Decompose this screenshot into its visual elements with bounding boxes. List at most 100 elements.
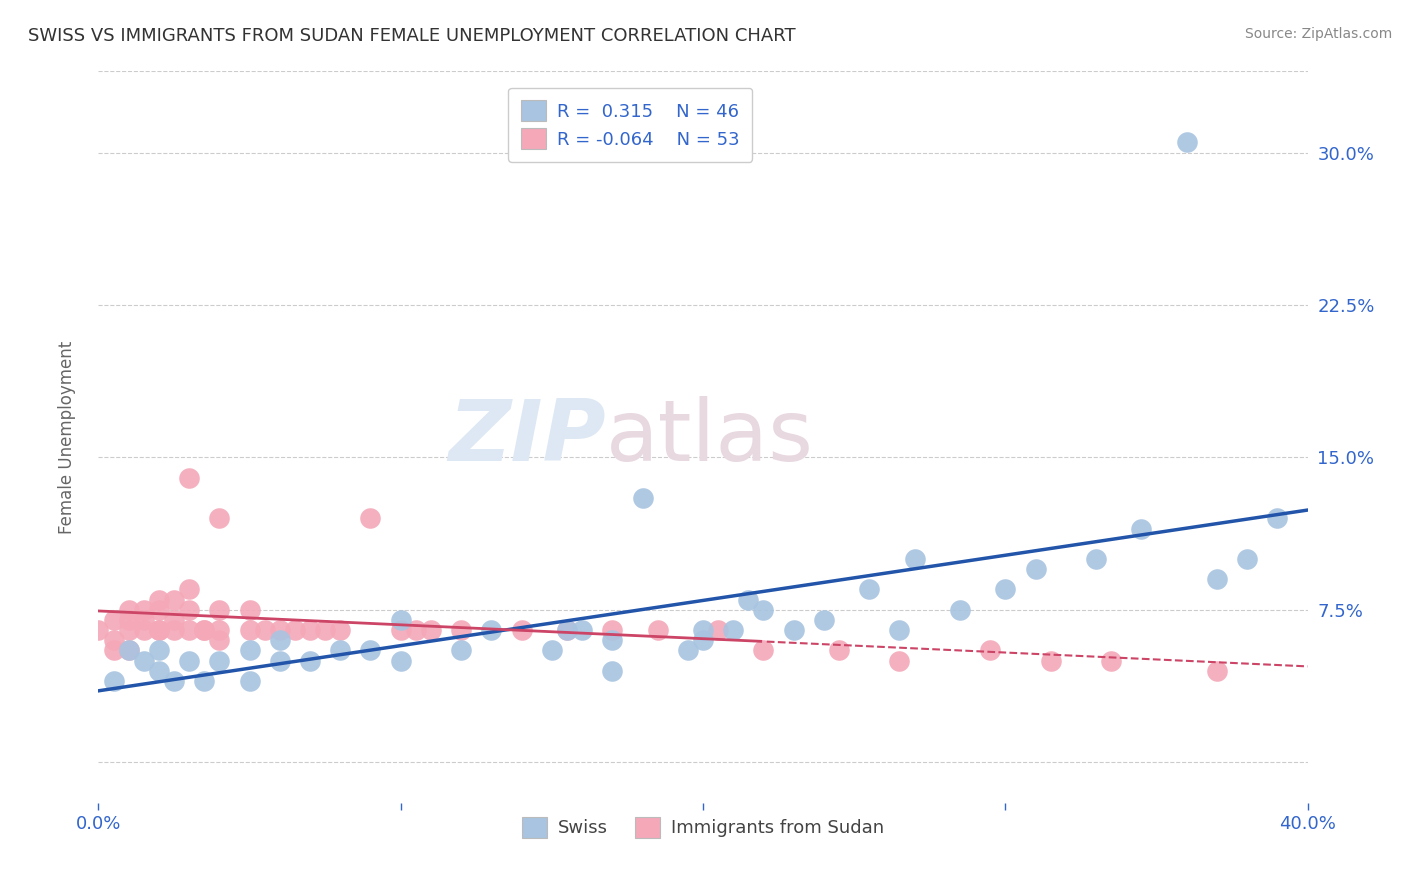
Point xyxy=(284,623,307,637)
Point xyxy=(889,623,911,637)
Point xyxy=(269,623,291,637)
Point xyxy=(994,582,1017,597)
Point xyxy=(676,643,699,657)
Point xyxy=(450,643,472,657)
Point xyxy=(299,623,322,637)
Text: SWISS VS IMMIGRANTS FROM SUDAN FEMALE UNEMPLOYMENT CORRELATION CHART: SWISS VS IMMIGRANTS FROM SUDAN FEMALE UN… xyxy=(28,27,796,45)
Point xyxy=(179,603,201,617)
Point xyxy=(179,471,201,485)
Point xyxy=(132,623,155,637)
Point xyxy=(813,613,835,627)
Point xyxy=(118,603,141,617)
Y-axis label: Female Unemployment: Female Unemployment xyxy=(58,341,76,533)
Text: atlas: atlas xyxy=(606,395,814,479)
Point xyxy=(329,643,352,657)
Point xyxy=(179,654,201,668)
Point xyxy=(602,633,624,648)
Point xyxy=(360,511,382,525)
Point xyxy=(163,623,186,637)
Point xyxy=(889,654,911,668)
Point xyxy=(389,623,412,637)
Point xyxy=(602,664,624,678)
Point xyxy=(269,633,291,648)
Point xyxy=(1085,552,1108,566)
Point xyxy=(481,623,503,637)
Point xyxy=(555,623,578,637)
Point xyxy=(783,623,806,637)
Point xyxy=(239,643,262,657)
Point xyxy=(647,623,669,637)
Point xyxy=(299,654,322,668)
Point xyxy=(904,552,927,566)
Point xyxy=(118,643,141,657)
Point xyxy=(752,603,775,617)
Point xyxy=(420,623,443,637)
Point xyxy=(179,623,201,637)
Legend: Swiss, Immigrants from Sudan: Swiss, Immigrants from Sudan xyxy=(515,810,891,845)
Point xyxy=(239,623,262,637)
Point xyxy=(239,673,262,688)
Point xyxy=(692,633,714,648)
Point xyxy=(103,673,125,688)
Point xyxy=(737,592,759,607)
Point xyxy=(239,603,262,617)
Point xyxy=(253,623,276,637)
Point xyxy=(148,603,170,617)
Point xyxy=(148,643,170,657)
Point xyxy=(450,623,472,637)
Point xyxy=(405,623,427,637)
Point xyxy=(163,673,186,688)
Point xyxy=(103,643,125,657)
Point xyxy=(631,491,654,505)
Point xyxy=(389,654,412,668)
Point xyxy=(752,643,775,657)
Point xyxy=(148,592,170,607)
Point xyxy=(179,582,201,597)
Point xyxy=(707,623,730,637)
Point xyxy=(148,623,170,637)
Point xyxy=(540,643,562,657)
Point xyxy=(132,603,155,617)
Point xyxy=(360,643,382,657)
Point xyxy=(103,633,125,648)
Point xyxy=(118,643,141,657)
Point xyxy=(148,623,170,637)
Point xyxy=(103,613,125,627)
Point xyxy=(602,623,624,637)
Point xyxy=(828,643,851,657)
Point xyxy=(314,623,336,637)
Point xyxy=(208,623,231,637)
Point xyxy=(1267,511,1289,525)
Point xyxy=(389,613,412,627)
Point xyxy=(208,511,231,525)
Point xyxy=(193,673,215,688)
Point xyxy=(692,623,714,637)
Text: ZIP: ZIP xyxy=(449,395,606,479)
Point xyxy=(510,623,533,637)
Point xyxy=(193,623,215,637)
Point xyxy=(1099,654,1122,668)
Point xyxy=(132,613,155,627)
Point xyxy=(979,643,1001,657)
Point xyxy=(1206,664,1229,678)
Point xyxy=(87,623,110,637)
Point xyxy=(1130,521,1153,535)
Point xyxy=(1024,562,1046,576)
Point xyxy=(269,654,291,668)
Point xyxy=(858,582,880,597)
Point xyxy=(571,623,593,637)
Point xyxy=(1175,136,1198,150)
Point xyxy=(208,633,231,648)
Point xyxy=(555,623,578,637)
Point xyxy=(118,623,141,637)
Point xyxy=(723,623,745,637)
Text: Source: ZipAtlas.com: Source: ZipAtlas.com xyxy=(1244,27,1392,41)
Point xyxy=(208,603,231,617)
Point xyxy=(1206,572,1229,586)
Point xyxy=(193,623,215,637)
Point xyxy=(949,603,972,617)
Point xyxy=(163,592,186,607)
Point xyxy=(208,654,231,668)
Point xyxy=(163,613,186,627)
Point xyxy=(148,664,170,678)
